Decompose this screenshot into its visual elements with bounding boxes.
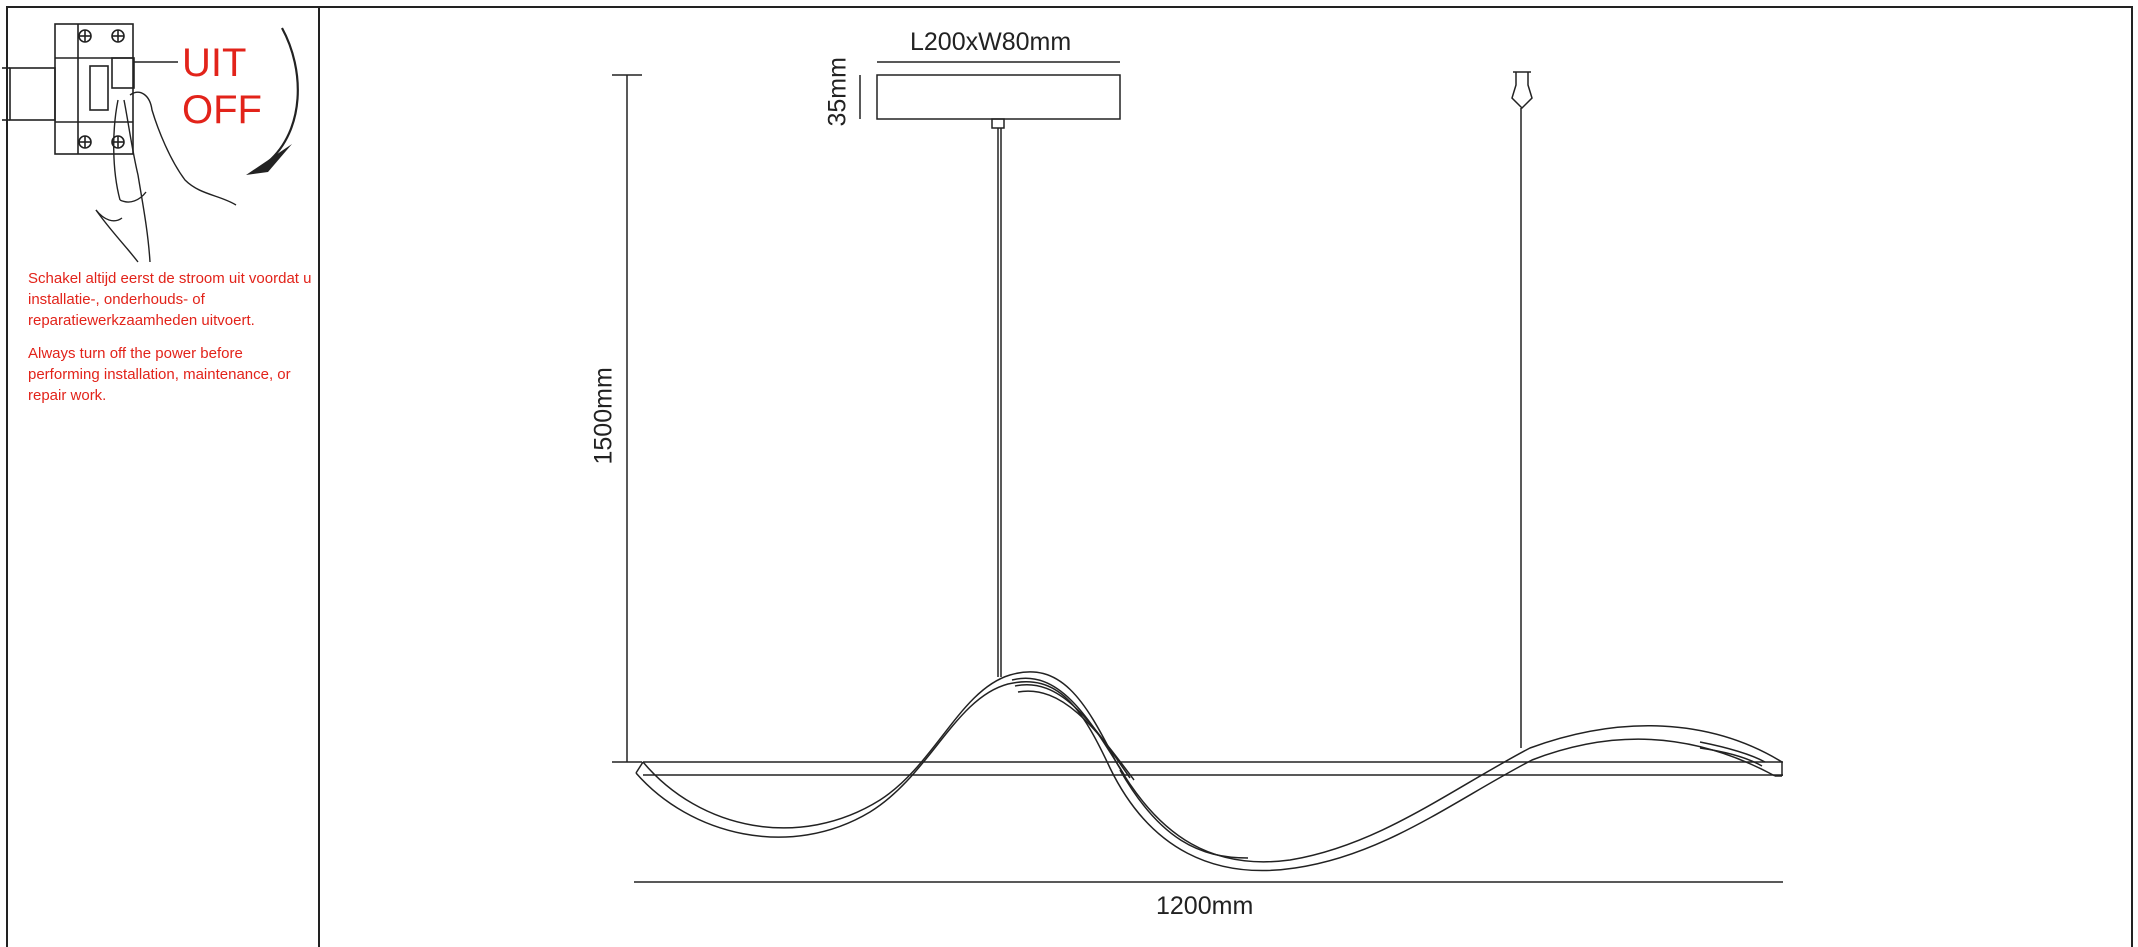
rotation-arrow-icon <box>267 27 299 163</box>
panel-divider <box>318 6 320 947</box>
ceiling-anchor <box>1511 71 1533 110</box>
power-off-label: UIT OFF <box>182 40 262 134</box>
length-label: 1200mm <box>1156 892 1254 920</box>
cable-gripper <box>991 118 1005 129</box>
wave-led-strip <box>642 671 1783 863</box>
warning-text-en: Always turn off the power before perform… <box>28 345 291 404</box>
canopy <box>876 74 1121 120</box>
warning-text-nl: Schakel altijd eerst de stroom uit voord… <box>28 270 312 329</box>
off-label: OFF <box>182 88 262 132</box>
uit-label: UIT <box>182 41 247 85</box>
drop-length-label: 1500mm <box>589 367 618 465</box>
drawing-frame <box>6 6 2133 947</box>
circuit-breaker-icon <box>2 23 299 263</box>
canopy-height-label: 35mm <box>823 57 852 127</box>
canopy-dimension-label: L200xW80mm <box>910 28 1072 56</box>
hand-icon <box>95 91 237 263</box>
